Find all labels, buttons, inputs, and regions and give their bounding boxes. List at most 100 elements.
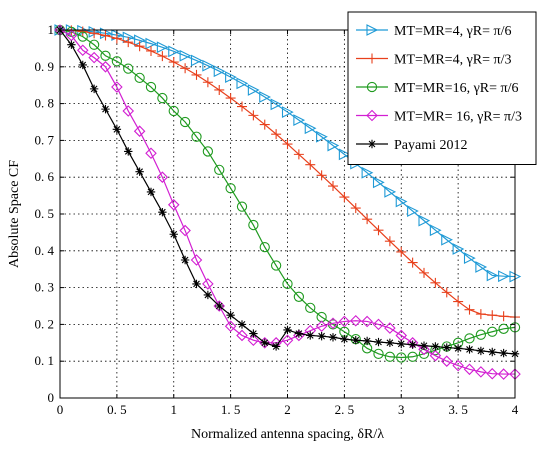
data-point bbox=[202, 146, 214, 157]
data-point bbox=[362, 336, 372, 346]
data-point bbox=[372, 176, 385, 189]
data-point bbox=[328, 333, 338, 342]
data-point bbox=[226, 311, 235, 320]
data-point bbox=[429, 349, 442, 362]
data-point bbox=[237, 320, 247, 329]
data-point bbox=[145, 147, 157, 160]
data-point bbox=[465, 345, 474, 354]
data-point bbox=[180, 63, 191, 74]
data-point bbox=[88, 51, 100, 64]
data-point bbox=[418, 343, 430, 356]
series-5 bbox=[55, 25, 520, 359]
data-point bbox=[169, 230, 178, 239]
x-axis-label: Normalized antenna spacing, δR/λ bbox=[191, 427, 384, 442]
data-point bbox=[225, 93, 236, 104]
y-tick-label: 0. 5 bbox=[35, 206, 55, 221]
series-4 bbox=[54, 24, 521, 380]
data-point bbox=[248, 219, 259, 231]
data-point bbox=[305, 302, 316, 313]
data-point bbox=[236, 77, 249, 90]
data-point bbox=[213, 65, 226, 78]
data-point bbox=[304, 122, 317, 135]
data-point bbox=[396, 352, 407, 363]
y-axis-label: Absolute Space CF bbox=[7, 160, 22, 268]
data-point bbox=[192, 279, 201, 289]
data-point bbox=[475, 309, 486, 320]
data-point bbox=[247, 334, 260, 347]
x-tick-label: 2. 5 bbox=[335, 402, 355, 417]
legend-marker bbox=[367, 53, 377, 64]
data-point bbox=[157, 51, 168, 62]
data-point bbox=[475, 329, 487, 340]
data-point bbox=[408, 340, 417, 349]
data-point bbox=[339, 192, 350, 203]
data-point bbox=[293, 149, 304, 160]
data-point bbox=[361, 315, 373, 328]
data-point bbox=[124, 147, 133, 156]
data-point bbox=[407, 205, 419, 217]
y-tick-label: 0. 1 bbox=[35, 353, 55, 368]
data-point bbox=[407, 351, 418, 362]
data-point bbox=[157, 92, 168, 104]
data-point bbox=[499, 348, 508, 358]
data-point bbox=[146, 187, 156, 197]
data-point bbox=[384, 236, 395, 247]
data-point bbox=[441, 233, 453, 246]
data-point bbox=[373, 348, 384, 359]
data-point bbox=[305, 159, 316, 170]
data-point bbox=[259, 119, 270, 130]
data-point bbox=[203, 290, 213, 300]
data-point bbox=[315, 320, 328, 333]
data-point bbox=[260, 338, 269, 347]
data-point bbox=[111, 81, 123, 93]
data-point bbox=[111, 33, 122, 44]
data-point bbox=[372, 318, 385, 331]
data-point bbox=[224, 320, 237, 333]
data-point bbox=[429, 224, 442, 237]
x-tick-label: 0 bbox=[57, 402, 64, 417]
legend-entry: MT=MR=16, γR= π/6 bbox=[356, 81, 518, 96]
data-point bbox=[168, 57, 179, 68]
data-point bbox=[431, 342, 440, 351]
data-point bbox=[418, 214, 431, 227]
data-point bbox=[88, 39, 100, 50]
data-point bbox=[441, 287, 452, 298]
legend-marker bbox=[366, 24, 379, 36]
data-point bbox=[475, 366, 487, 378]
legend-entry: Payami 2012 bbox=[356, 138, 468, 153]
legend-label: MT=MR=4, γR= π/6 bbox=[394, 24, 511, 39]
series-2 bbox=[55, 25, 520, 323]
data-point bbox=[487, 310, 498, 321]
data-point bbox=[190, 54, 203, 67]
x-tick-label: 4 bbox=[512, 402, 519, 417]
data-point bbox=[133, 125, 146, 137]
data-point bbox=[213, 300, 226, 312]
data-point bbox=[453, 344, 463, 353]
data-point bbox=[327, 317, 339, 330]
legend-label: MT=MR=4, γR= π/3 bbox=[394, 53, 511, 68]
data-point bbox=[101, 104, 110, 114]
data-point bbox=[202, 77, 213, 88]
y-tick-labels: 0 0. 1 0. 2 0. 3 0. 4 0. 5 0. 6 0. 7 0. 8 0. 9 1 bbox=[35, 22, 55, 405]
data-point bbox=[167, 199, 180, 211]
data-point bbox=[247, 84, 260, 96]
y-tick-label: 0. 3 bbox=[35, 280, 55, 295]
data-point bbox=[464, 333, 475, 344]
data-point bbox=[316, 170, 327, 181]
data-point bbox=[351, 336, 360, 345]
data-point bbox=[214, 164, 225, 175]
legend-entry: MT=MR=4, γR= π/3 bbox=[356, 53, 511, 68]
data-point bbox=[316, 130, 328, 143]
data-point bbox=[123, 63, 134, 74]
data-point bbox=[395, 195, 408, 208]
data-point bbox=[89, 84, 99, 94]
data-point bbox=[236, 201, 248, 212]
data-point bbox=[214, 84, 225, 95]
data-point bbox=[180, 255, 190, 265]
data-point bbox=[271, 129, 282, 140]
data-point bbox=[67, 40, 76, 49]
data-point bbox=[225, 183, 236, 194]
data-point bbox=[487, 326, 498, 337]
legend-marker bbox=[367, 139, 377, 149]
